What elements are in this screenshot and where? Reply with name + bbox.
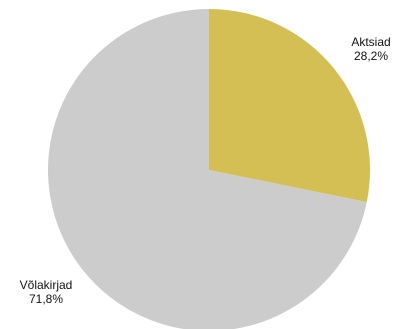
slice-label-aktsiad: Aktsiad <box>351 35 390 49</box>
pie-slices <box>48 9 371 329</box>
pie-slice-volakirjad <box>48 9 367 329</box>
pie-slice-aktsiad <box>209 9 371 203</box>
slice-label-volakirjad: Võlakirjad <box>20 278 73 292</box>
slice-value-volakirjad: 71,8% <box>29 292 63 306</box>
slice-value-aktsiad: 28,2% <box>354 49 388 63</box>
pie-labels: Aktsiad 28,2% Võlakirjad 71,8% <box>20 35 391 306</box>
